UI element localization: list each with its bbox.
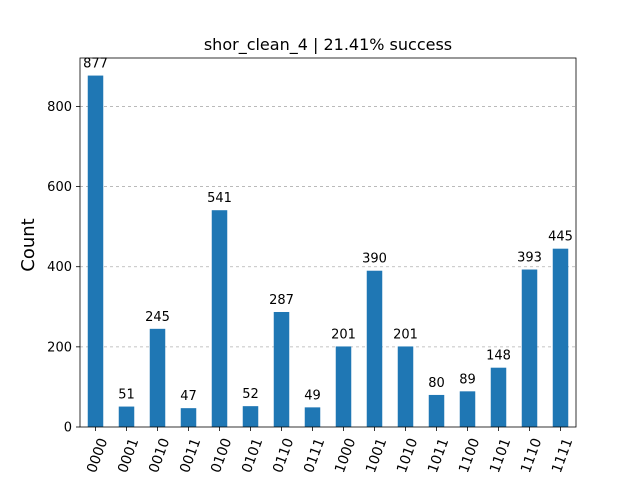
bar-0001 xyxy=(118,406,135,427)
bar-1100 xyxy=(459,391,476,427)
bar-0000 xyxy=(87,75,104,428)
bar-0010 xyxy=(149,328,166,427)
data-labels: 877 51 245 47 541 52 287 49 201 390 201 80 89 148 393 4… xyxy=(83,57,573,405)
data-label-0100: 541 xyxy=(207,191,232,206)
bar-0011 xyxy=(180,408,197,427)
data-label-0101: 52 xyxy=(242,387,259,402)
bar-1000 xyxy=(335,346,352,427)
data-label-0011: 47 xyxy=(180,389,197,404)
bar-1001 xyxy=(366,270,383,427)
y-tick-label-2: 400 xyxy=(47,260,72,275)
y-tick-label-4: 800 xyxy=(47,100,72,115)
bar-1111 xyxy=(552,248,569,427)
bar-0100 xyxy=(211,210,228,427)
data-label-1110: 393 xyxy=(517,251,542,266)
bar-1010 xyxy=(397,346,414,427)
bar-1011 xyxy=(428,394,445,427)
data-label-0010: 245 xyxy=(145,310,170,325)
chart-title: shor_clean_4 | 21.41% success xyxy=(204,35,452,55)
y-tick-label-3: 600 xyxy=(47,180,72,195)
data-label-1000: 201 xyxy=(331,327,356,342)
data-label-0000: 877 xyxy=(83,57,108,72)
bars xyxy=(87,75,569,428)
grid-lines xyxy=(80,106,576,348)
data-label-0110: 287 xyxy=(269,293,294,308)
data-label-0111: 49 xyxy=(304,388,321,403)
data-label-1100: 89 xyxy=(459,372,476,387)
data-label-1010: 201 xyxy=(393,327,418,342)
data-label-1001: 390 xyxy=(362,252,387,267)
bar-0110 xyxy=(273,311,290,427)
y-axis-label: Count xyxy=(18,218,39,271)
bar-0101 xyxy=(242,406,259,427)
data-label-0001: 51 xyxy=(118,388,135,403)
y-tick-label-1: 200 xyxy=(47,340,72,355)
data-label-1011: 80 xyxy=(428,376,445,391)
bar-1110 xyxy=(521,269,538,427)
bar-1101 xyxy=(490,367,507,427)
data-label-1111: 445 xyxy=(548,230,573,245)
y-tick-label-0: 0 xyxy=(64,421,72,436)
data-label-1101: 148 xyxy=(486,349,511,364)
bar-0111 xyxy=(304,407,321,427)
plot-frame xyxy=(79,57,577,428)
